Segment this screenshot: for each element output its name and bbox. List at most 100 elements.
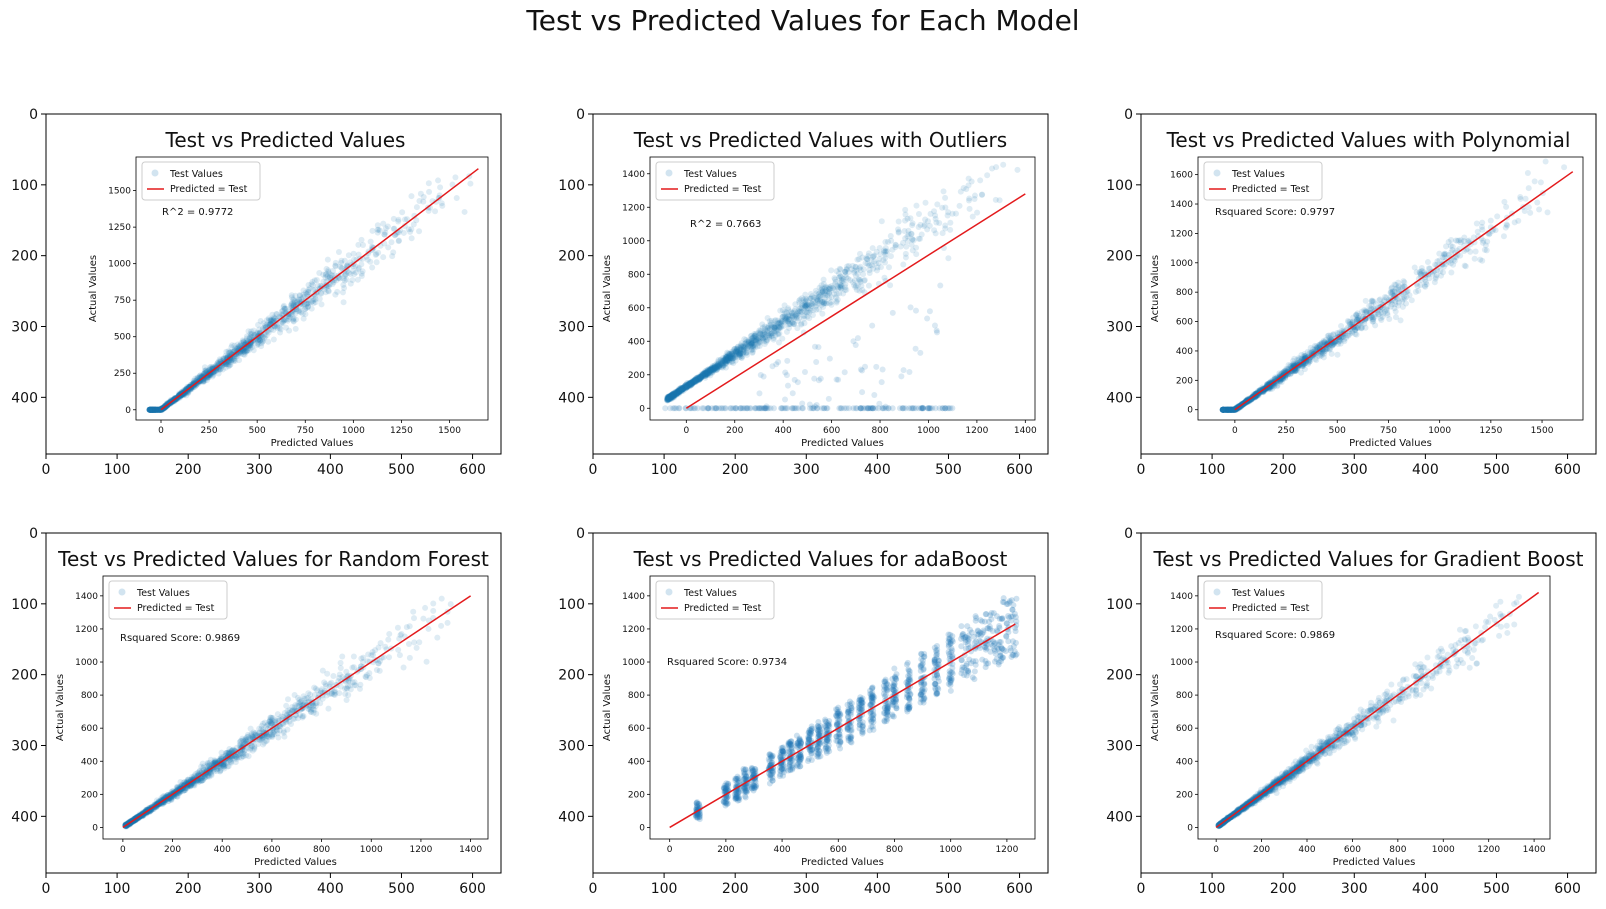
scatter-point [148, 406, 155, 413]
scatter-point [780, 313, 787, 320]
scatter-point [693, 375, 700, 382]
scatter-point [716, 362, 723, 369]
scatter-point [779, 314, 786, 321]
scatter-point [669, 391, 676, 398]
scatter-point [1354, 324, 1361, 331]
outlier-point [789, 405, 796, 412]
scatter-point [1384, 311, 1391, 318]
scatter-point [1230, 406, 1237, 413]
scatter-point [736, 347, 743, 354]
scatter-point [154, 406, 161, 413]
scatter-point [732, 357, 739, 364]
scatter-point [834, 296, 841, 303]
outlier-point [793, 405, 800, 412]
scatter-point [203, 373, 210, 380]
scatter-point [739, 346, 746, 353]
scatter-point [710, 365, 717, 372]
scatter-point [720, 360, 727, 367]
outlier-point [826, 355, 833, 362]
scatter-point [151, 406, 158, 413]
scatter-point [744, 338, 751, 345]
scatter-point [772, 332, 779, 339]
scatter-point [803, 303, 810, 310]
scatter-point [750, 343, 757, 350]
scatter-point [702, 373, 709, 380]
scatter-point [449, 181, 456, 188]
scatter-point [978, 191, 985, 198]
scatter-point [714, 362, 721, 369]
scatter-point [688, 381, 695, 388]
outlier-point [853, 405, 860, 412]
scatter-point [814, 295, 821, 302]
scatter-point [772, 328, 779, 335]
scatter-point [679, 386, 686, 393]
scatter-point [150, 406, 157, 413]
scatter-point [881, 247, 888, 254]
scatter-point [340, 275, 347, 282]
outlier-point [857, 405, 864, 412]
outer-x-tick-label: 200 [1270, 462, 1297, 478]
scatter-point [780, 323, 787, 330]
scatter-point [386, 630, 393, 637]
scatter-point [231, 355, 238, 362]
scatter-point [723, 353, 730, 360]
scatter-point [752, 337, 759, 344]
scatter-point [828, 301, 835, 308]
scatter-point [689, 380, 696, 387]
scatter-point [727, 352, 734, 359]
scatter-point [675, 388, 682, 395]
outer-y-tick-label: 300 [558, 320, 585, 336]
scatter-point [669, 391, 676, 398]
scatter-point [851, 282, 858, 289]
scatter-point [690, 378, 697, 385]
outer-x-tick-label: 0 [42, 881, 51, 897]
scatter-point [729, 355, 736, 362]
scatter-point [335, 248, 342, 255]
scatter-point [786, 316, 793, 323]
scatter-point [794, 317, 801, 324]
outlier-point [867, 405, 874, 412]
scatter-point [1561, 164, 1568, 171]
scatter-point [689, 377, 696, 384]
scatter-point [725, 353, 732, 360]
scatter-point [217, 363, 224, 370]
scatter-point [388, 239, 395, 246]
scatter-point [679, 384, 686, 391]
outlier-point [718, 405, 725, 412]
scatter-point [306, 285, 313, 292]
scatter-point [701, 372, 708, 379]
scatter-point [723, 353, 730, 360]
scatter-point [702, 368, 709, 375]
scatter-point [692, 378, 699, 385]
scatter-point [707, 367, 714, 374]
scatter-point [731, 351, 738, 358]
scatter-point [1323, 346, 1330, 353]
scatter-point [155, 406, 162, 413]
scatter-point [325, 288, 332, 295]
scatter-point [359, 268, 366, 275]
scatter-point [234, 341, 241, 348]
scatter-point [757, 327, 764, 334]
scatter-point [701, 370, 708, 377]
scatter-point [665, 396, 672, 403]
scatter-point [687, 380, 694, 387]
scatter-point [750, 342, 757, 349]
outlier-point [931, 322, 938, 329]
scatter-point [787, 320, 794, 327]
scatter-point [709, 366, 716, 373]
scatter-point [688, 381, 695, 388]
scatter-point [696, 376, 703, 383]
scatter-point [152, 406, 159, 413]
x-tick-label: 1000 [917, 426, 940, 436]
scatter-point [667, 393, 674, 400]
scatter-point [789, 314, 796, 321]
scatter-point [756, 339, 763, 346]
scatter-point [296, 296, 303, 303]
scatter-point [895, 228, 902, 235]
scatter-point [700, 370, 707, 377]
outer-x-tick-label: 200 [175, 462, 202, 478]
scatter-point [908, 241, 915, 248]
scatter-point [230, 357, 237, 364]
scatter-point [733, 345, 740, 352]
